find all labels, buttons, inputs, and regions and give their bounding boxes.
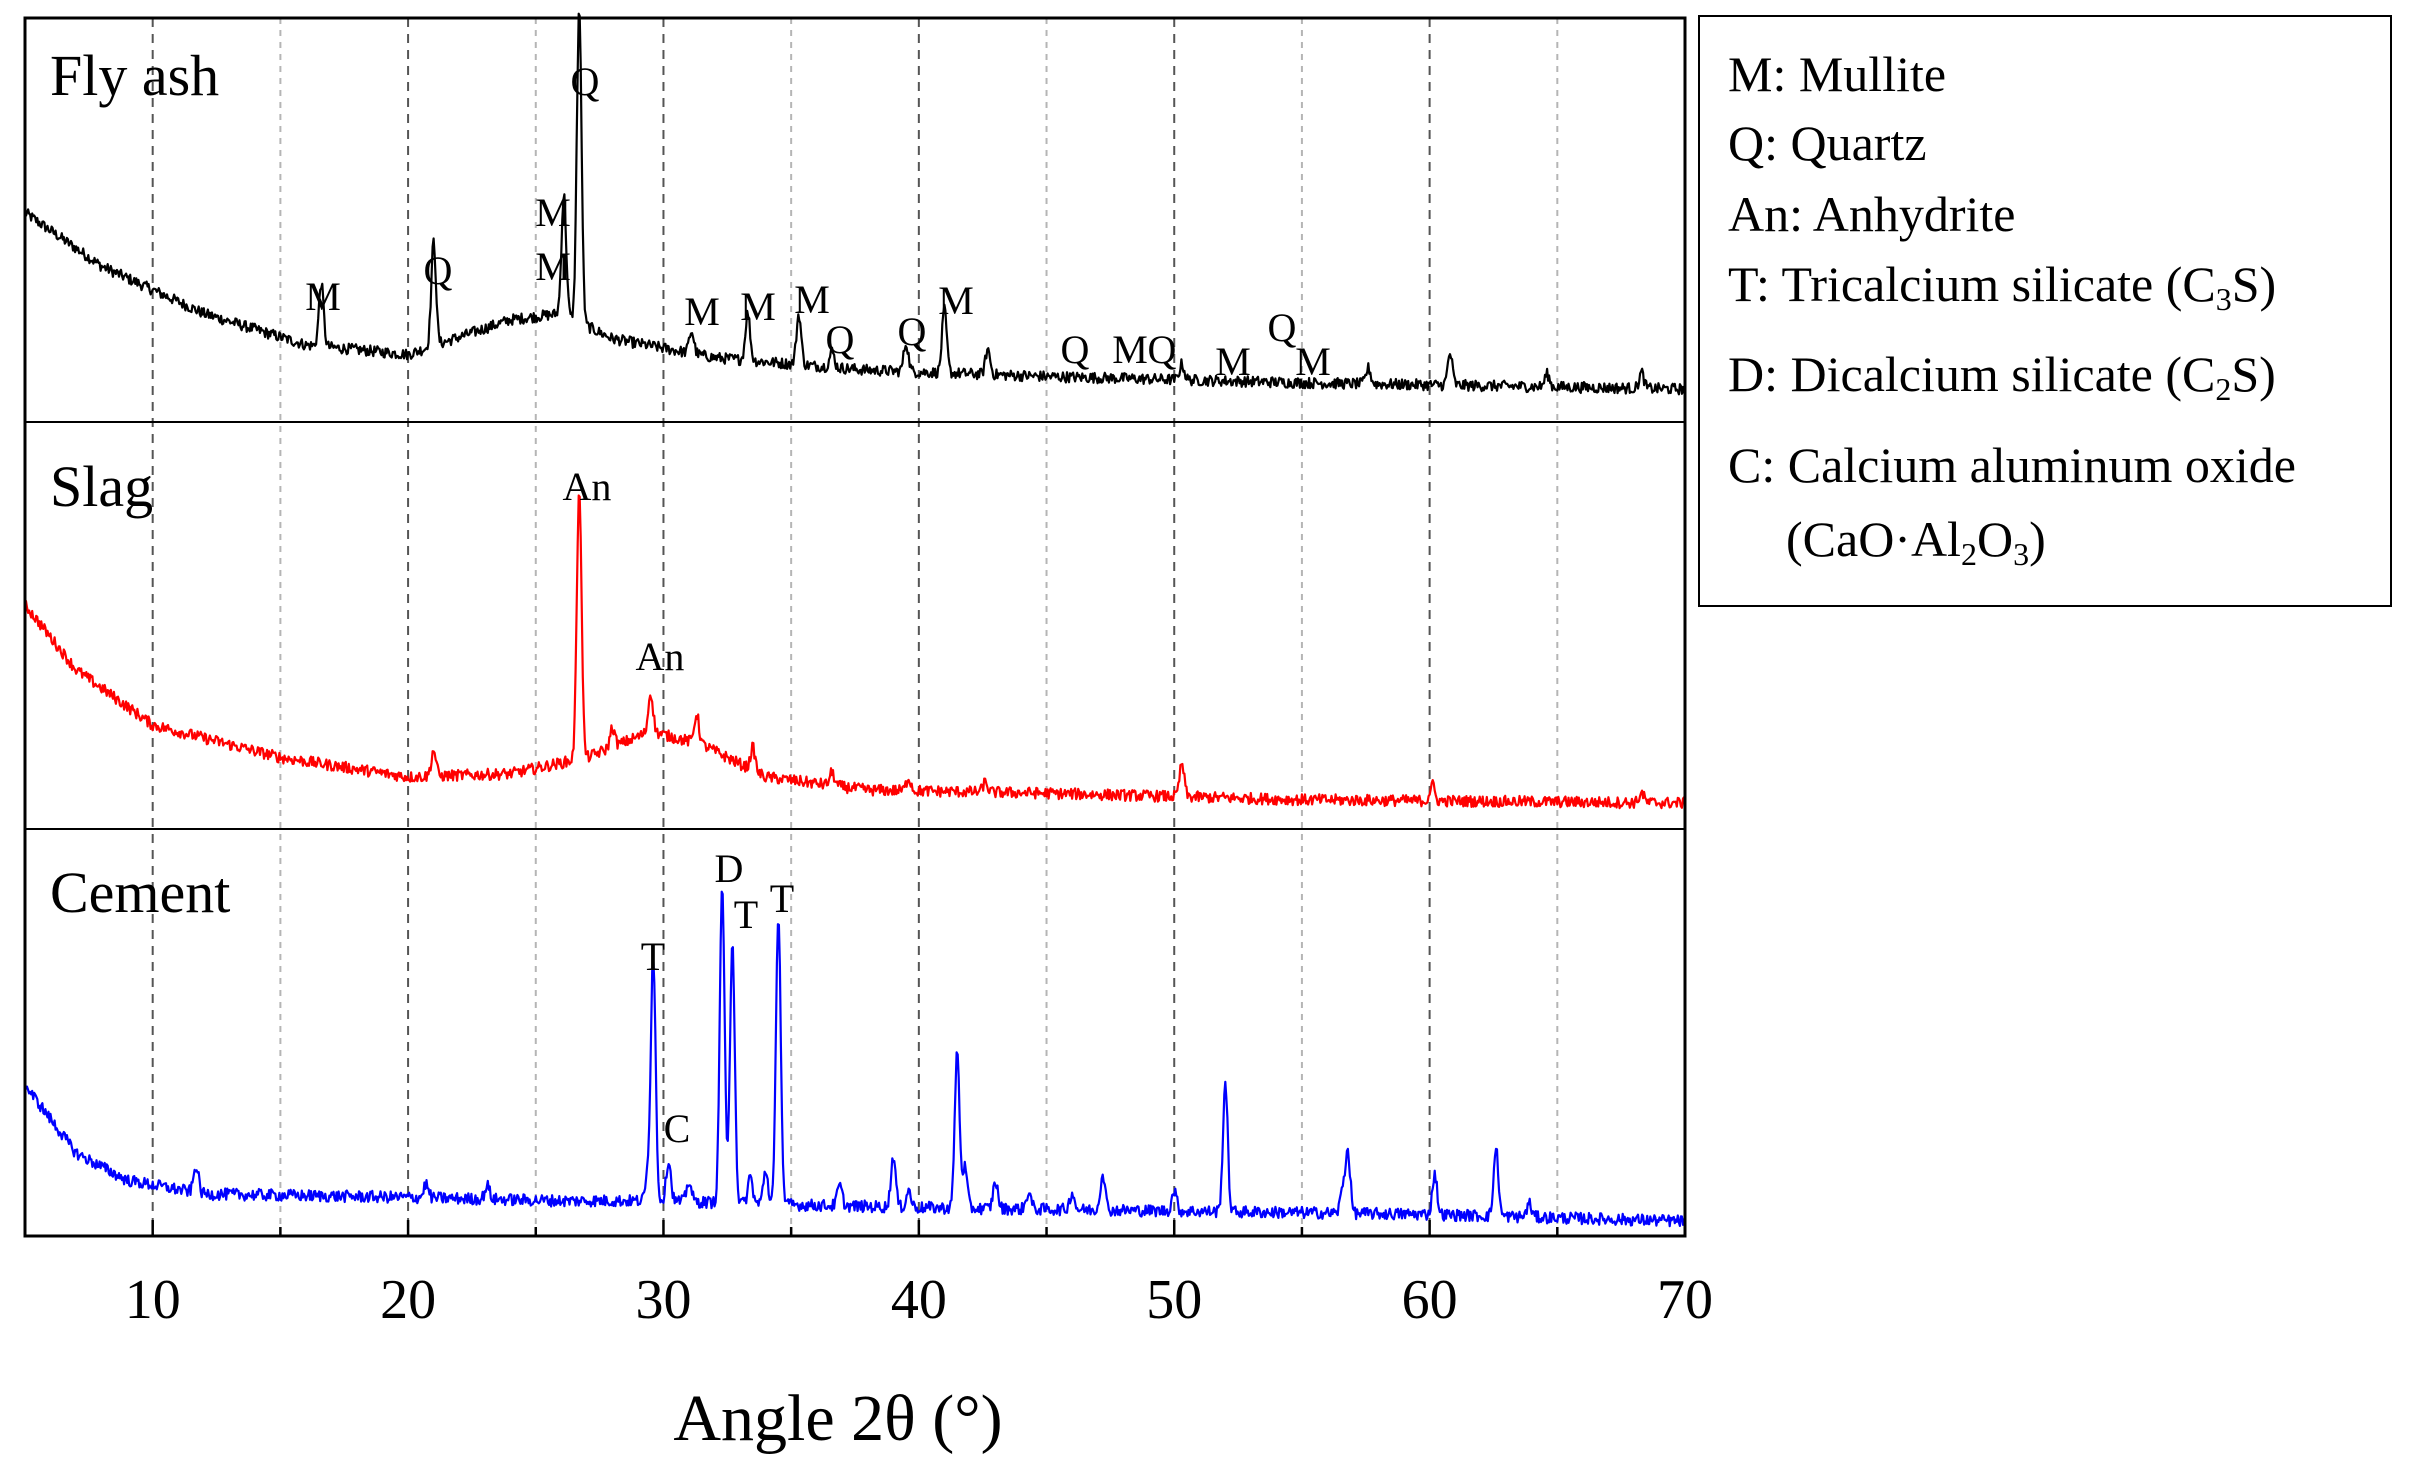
peak-label-q-fly-ash-13: Q	[1148, 327, 1177, 372]
peak-label-d-cement-2: D	[715, 846, 744, 891]
peak-label-q-fly-ash-15: Q	[1268, 305, 1297, 350]
peak-label-t-cement-3: T	[734, 892, 758, 937]
peak-label-t-cement-4: T	[770, 876, 794, 921]
grid-lines	[151, 18, 1559, 1236]
x-tick-label-70: 70	[1657, 1269, 1713, 1331]
peak-label-q-fly-ash-11: Q	[1061, 327, 1090, 372]
peak-label-q-fly-ash-8: Q	[826, 317, 855, 362]
trace-cement	[24, 890, 1687, 1228]
x-axis-ticks: 10 20 30 40 50 60 70	[23, 1220, 1713, 1331]
panel-label-fly-ash: Fly ash	[50, 43, 219, 108]
x-tick-label-40: 40	[891, 1269, 947, 1331]
x-tick-label-20: 20	[380, 1269, 436, 1331]
peak-label-q-fly-ash-1: Q	[424, 248, 453, 293]
peak-label-m-fly-ash-2: M	[535, 190, 571, 235]
peak-label-an-slag-1: An	[636, 634, 685, 679]
peak-label-m-fly-ash-6: M	[740, 284, 776, 329]
legend: M: Mullite Q: Quartz An: Anhydrite T: Tr…	[1698, 15, 2392, 607]
peak-label-q-fly-ash-4: Q	[571, 59, 600, 104]
traces	[23, 12, 1687, 1228]
peak-label-c-cement-1: C	[664, 1106, 691, 1151]
legend-item-anhydrite: An: Anhydrite	[1728, 186, 2016, 242]
peak-label-an-slag-0: An	[563, 464, 612, 509]
legend-item-quartz: Q: Quartz	[1728, 115, 1927, 171]
peak-label-m-fly-ash-12: M	[1112, 327, 1148, 372]
x-axis-label: Angle 2θ (°)	[673, 1382, 1002, 1455]
trace-fly-ash	[23, 12, 1687, 396]
x-tick-label-10: 10	[125, 1269, 181, 1331]
panel-borders	[23, 16, 1687, 1238]
x-tick-label-30: 30	[635, 1269, 691, 1331]
legend-item-dicalcium-silicate: D: Dicalcium silicate (C2S)	[1728, 346, 2276, 407]
x-tick-label-50: 50	[1146, 1269, 1202, 1331]
legend-item-calcium-aluminum-oxide-formula: (CaO·Al2O3)	[1786, 511, 2046, 572]
panel-label-slag: Slag	[50, 454, 153, 519]
x-tick-label-60: 60	[1402, 1269, 1458, 1331]
peak-label-m-fly-ash-5: M	[684, 289, 720, 334]
peak-label-m-fly-ash-16: M	[1295, 339, 1331, 384]
peak-label-m-fly-ash-0: M	[305, 274, 341, 319]
trace-slag	[24, 494, 1687, 810]
peak-label-m-fly-ash-14: M	[1215, 339, 1251, 384]
peak-label-m-fly-ash-3: M	[535, 244, 571, 289]
peak-label-m-fly-ash-10: M	[938, 278, 974, 323]
peak-label-q-fly-ash-9: Q	[898, 309, 927, 354]
peak-label-t-cement-0: T	[641, 934, 665, 979]
plot-frame	[23, 16, 1687, 1238]
legend-item-mullite: M: Mullite	[1728, 46, 1947, 102]
peak-label-m-fly-ash-7: M	[794, 277, 830, 322]
legend-item-tricalcium-silicate: T: Tricalcium silicate (C3S)	[1728, 256, 2277, 317]
legend-item-calcium-aluminum-oxide: C: Calcium aluminum oxide	[1728, 437, 2296, 493]
panel-label-cement: Cement	[50, 860, 230, 925]
